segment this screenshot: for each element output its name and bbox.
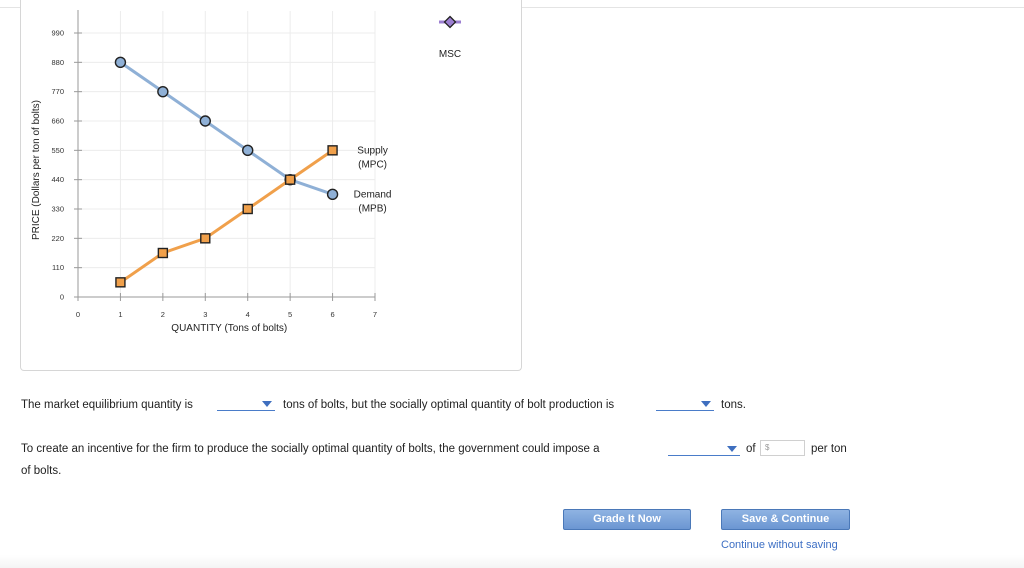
amount-input[interactable] [773,441,803,455]
msc-tool-label: MSC [439,49,461,60]
dollar-sign: $ [765,443,770,452]
question-text-2-per: per ton [811,443,847,455]
x-axis-title: QUANTITY (Tons of bolts) [171,323,287,334]
question-text-2a: To create an incentive for the firm to p… [21,443,600,455]
x-tick-label: 0 [76,310,80,319]
supply-point [327,145,338,156]
save-and-continue-button[interactable]: Save & Continue [721,509,850,530]
x-tick-label: 4 [246,310,250,319]
y-tick-label: 330 [51,205,64,214]
supply-point [115,277,126,288]
y-tick-label: 880 [51,58,64,67]
x-tick-label: 1 [118,310,122,319]
x-tick-label: 6 [330,310,334,319]
chevron-down-icon [262,401,272,407]
series-label-0: Demand [354,189,392,200]
diamond-icon [443,15,457,29]
x-tick-label: 7 [373,310,377,319]
series-line-0 [119,61,334,196]
x-tick-label: 2 [161,310,165,319]
y-tick-label: 990 [51,29,64,38]
demand-point [157,85,169,98]
x-tick-label: 3 [203,310,207,319]
supply-point [284,174,296,185]
chevron-down-icon [701,401,711,407]
supply-point [157,247,169,259]
series-label-1: (MPC) [358,159,387,170]
series-line-1 [119,149,334,284]
question-text-2-end: of bolts. [21,465,62,477]
series-label-1: Supply [357,145,388,156]
question-text-1c: tons. [721,399,746,411]
y-tick-label: 110 [52,263,64,272]
question-text-1a: The market equilibrium quantity is [21,399,193,411]
y-tick-label: 440 [51,175,64,184]
continue-without-saving-link[interactable]: Continue without saving [721,539,838,551]
y-tick-label: 770 [51,87,64,96]
series-label-0: (MPB) [358,203,386,214]
demand-point [242,144,254,157]
demand-point [199,115,211,127]
y-axis-title: PRICE (Dollars per ton of bolts) [31,100,42,240]
bottom-edge [0,555,1024,568]
optimal-quantity-dropdown[interactable] [656,399,714,411]
equilibrium-quantity-dropdown[interactable] [217,399,275,411]
policy-type-dropdown[interactable] [668,444,740,456]
supply-point [200,233,211,244]
question-text-2-of: of [746,443,756,455]
y-tick-label: 550 [51,146,64,155]
demand-point [114,56,127,69]
grade-it-now-button[interactable]: Grade It Now [563,509,691,530]
demand-point [326,188,339,201]
y-tick-label: 660 [51,117,64,126]
x-tick-label: 5 [288,310,292,319]
question-text-1b: tons of bolts, but the socially optimal … [283,399,615,411]
y-tick-label: 220 [51,234,64,243]
price-quantity-chart: 0 110 220 330 440 550 660 770 880 990 0 1 2 3 4 5 6 7 QUAN… [31,10,461,334]
supply-point [242,203,253,215]
amount-input-box[interactable]: $ [760,440,805,456]
chevron-down-icon [727,446,737,452]
y-tick-label: 0 [60,293,64,302]
